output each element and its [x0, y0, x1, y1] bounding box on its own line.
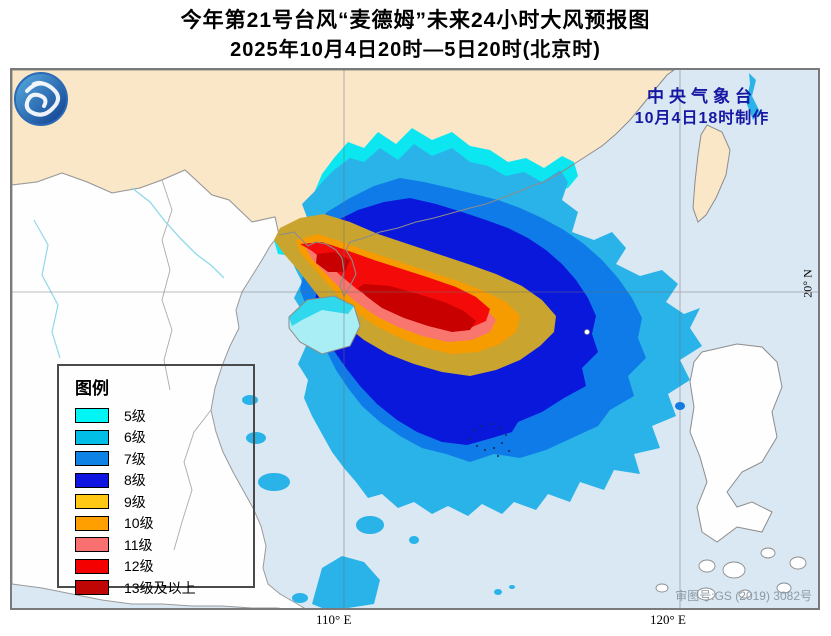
legend-label-7: 7级	[124, 450, 146, 467]
guangdong-coastline	[278, 163, 575, 298]
lon-label-110e: 110° E	[316, 612, 352, 627]
legend-swatch-7	[75, 451, 109, 467]
legend-row: 5级	[75, 405, 253, 427]
legend-swatch-12	[75, 558, 109, 574]
legend-swatch-6	[75, 429, 109, 445]
cma-logo-icon	[14, 72, 68, 126]
legend-swatch-13	[75, 580, 109, 596]
lon-label-120e: 120° E	[650, 612, 686, 627]
lat-label-20n: 20° N	[800, 269, 815, 298]
legend-row: 7级	[75, 448, 253, 470]
legend-swatch-10	[75, 515, 109, 531]
page-subtitle: 2025年10月4日20时—5日20时(北京时)	[230, 39, 601, 61]
taiwan-island	[692, 124, 731, 223]
legend-swatch-8	[75, 472, 109, 488]
pratas-islet	[584, 329, 590, 335]
hainan-wind-band	[289, 296, 354, 326]
issuer-time: 10月4日18时制作	[634, 110, 770, 127]
legend-row: 8级	[75, 470, 253, 492]
legend-label-9: 9级	[124, 493, 146, 510]
legend-label-13: 13级及以上	[124, 579, 196, 596]
legend-title: 图例	[75, 379, 109, 398]
legend-row: 13级及以上	[75, 577, 253, 599]
forecast-map: 中央气象台 10月4日18时制作 图例 5级 6级 7级 8级	[10, 68, 820, 610]
legend-row: 10级	[75, 513, 253, 535]
legend-box: 图例 5级 6级 7级 8级 9级 10级	[57, 364, 255, 596]
issuer-name: 中央气象台	[647, 87, 757, 106]
mekong-river	[33, 219, 61, 359]
legend-row: 12级	[75, 556, 253, 578]
legend-row: 9级	[75, 491, 253, 513]
issuer-block: 中央气象台 10月4日18时制作	[587, 86, 817, 130]
red-river	[131, 187, 225, 279]
legend-swatch-11	[75, 537, 109, 553]
legend-label-5: 5级	[124, 407, 146, 424]
legend-row: 6级	[75, 427, 253, 449]
legend-label-11: 11级	[124, 536, 153, 553]
legend-swatch-5	[75, 408, 109, 424]
graticule	[12, 70, 818, 608]
legend-label-12: 12级	[124, 558, 154, 575]
laos-border	[161, 179, 173, 391]
luzon-island	[689, 343, 783, 543]
wind-lv6-patches	[242, 73, 760, 608]
page-title: 今年第21号台风“麦德姆”未来24小时大风预报图	[180, 9, 651, 32]
legend-label-8: 8级	[124, 472, 146, 489]
map-license: 审图号:GS (2019) 3082号	[675, 589, 812, 603]
cambodia-border	[173, 409, 212, 551]
legend-label-10: 10级	[124, 515, 154, 532]
legend-swatch-9	[75, 494, 109, 510]
legend-row: 11级	[75, 534, 253, 556]
hainan-coastline	[288, 295, 361, 355]
legend-label-6: 6级	[124, 429, 146, 446]
philippine-islets	[655, 547, 807, 601]
title-block: 今年第21号台风“麦德姆”未来24小时大风预报图 2025年10月4日20时—5…	[0, 6, 831, 64]
paracel-islets	[469, 423, 510, 457]
